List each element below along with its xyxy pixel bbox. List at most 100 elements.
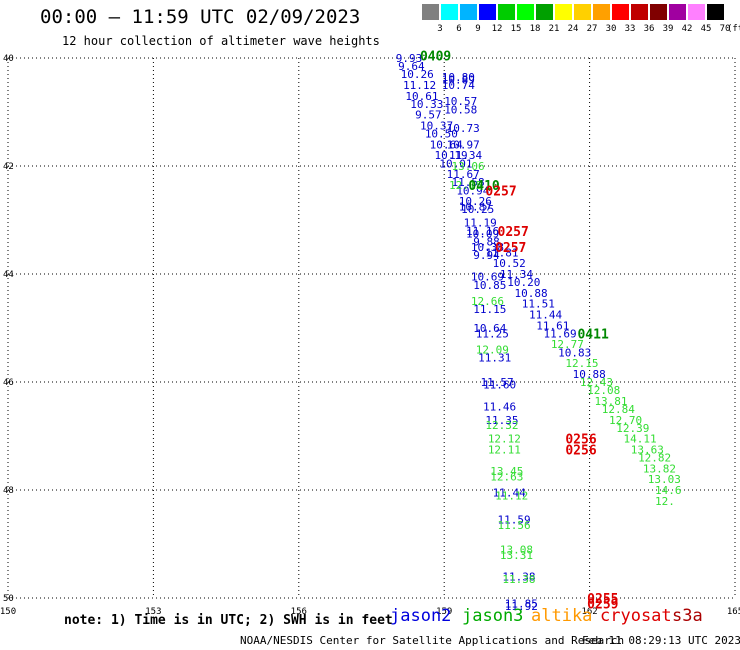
wave-height-label: 10.57 (444, 95, 477, 108)
wave-height-label: 10.50 (425, 128, 458, 141)
pass-time-label: 0411 (577, 327, 608, 342)
wave-height-label: 10.85 (473, 279, 506, 292)
wave-height-label: 10.94 (456, 184, 489, 197)
wave-height-label: 10.83 (558, 346, 591, 359)
wave-height-label: 11.34 (449, 149, 482, 162)
wave-height-label: 13.08 (500, 543, 533, 556)
wave-height-label: 10.26 (401, 68, 434, 81)
wave-height-label: 9.94 (473, 249, 500, 262)
scale-label: 36 (643, 24, 655, 34)
scale-swatch (707, 4, 724, 20)
wave-height-label: 10.26 (459, 195, 492, 208)
scale-swatch (517, 4, 534, 20)
wave-height-label: 11.69 (544, 327, 577, 340)
wave-height-label: 12.15 (449, 179, 482, 192)
wave-height-label: 11.31 (478, 352, 511, 365)
wave-height-label: 9.57 (415, 109, 442, 122)
wave-height-label: 12.43 (580, 376, 613, 389)
wave-height-label: 10.89 (442, 74, 475, 87)
pass-time-label: 0257 (495, 241, 526, 256)
scale-swatch (688, 4, 705, 20)
wave-height-label: 13.82 (643, 462, 676, 475)
scale-label: 21 (548, 24, 560, 34)
scale-swatch (422, 4, 439, 20)
wave-height-label: 11.25 (476, 327, 509, 340)
wave-height-label: 11.16 (466, 225, 499, 238)
scale-swatch (498, 4, 515, 20)
lat-tick-label: 44 (3, 270, 14, 280)
wave-height-label: 12.32 (485, 419, 518, 432)
lat-tick-label: 42 (3, 162, 14, 172)
legend-s3a: s3a (672, 606, 703, 626)
legend-altika: altika (531, 606, 593, 626)
wave-height-label: 10.58 (444, 103, 477, 116)
scale-swatch (536, 4, 553, 20)
wave-height-label: 11.61 (536, 319, 569, 332)
scale-label: 70 (719, 24, 731, 34)
wave-height-label: 12.70 (609, 414, 642, 427)
wave-height-label: 12.82 (638, 452, 671, 465)
wave-height-label: 13.06 (451, 160, 484, 173)
wave-height-label: 11.60 (483, 379, 516, 392)
lon-tick-label: 162 (581, 607, 597, 617)
wave-height-label: 12.09 (476, 344, 509, 357)
lon-tick-label: 156 (291, 607, 307, 617)
legend-cryosat: cryosat (600, 606, 672, 626)
wave-height-label: 11.46 (483, 400, 516, 413)
wave-height-label: 11.92 (505, 600, 538, 613)
wave-height-label: 11.12 (403, 79, 436, 92)
wave-height-label: 9.64 (398, 60, 425, 73)
wave-height-label: 10.64 (430, 138, 463, 151)
wave-height-label: 10.01 (439, 157, 472, 170)
wave-height-label: 13.31 (500, 549, 533, 562)
wave-height-label: 14.6 (655, 484, 682, 497)
scale-label: 18 (529, 24, 541, 34)
footer-timestamp: Feb 11 08:29:13 UTC 2023 (582, 634, 740, 647)
wave-height-label: 13.45 (490, 465, 523, 478)
wave-height-label: 12.11 (488, 444, 521, 457)
wave-height-label: 12.08 (587, 384, 620, 397)
lon-tick-label: 165 (727, 607, 740, 617)
wave-height-label: 10.73 (447, 122, 480, 135)
scale-swatch (441, 4, 458, 20)
legend-jason2: jason2 (390, 606, 452, 626)
wave-height-label: 11.35 (485, 414, 518, 427)
wave-height-label: 10.88 (573, 368, 606, 381)
wave-height-label: 14.11 (624, 433, 657, 446)
wave-height-label: 10.88 (514, 287, 547, 300)
wave-height-label: 10.64 (473, 322, 506, 335)
scale-swatch (612, 4, 629, 20)
wave-height-label: 12.63 (490, 471, 523, 484)
wave-height-label: 12.15 (565, 357, 598, 370)
wave-height-label: 11.38 (502, 570, 535, 583)
pass-time-label: 0255 (587, 592, 618, 607)
wave-height-label: 10.80 (442, 71, 475, 84)
wave-height-label: 11.85 (505, 597, 538, 610)
scale-unit: (ft) (727, 24, 740, 34)
wave-height-label: 10.09 (466, 228, 499, 241)
wave-height-label: 10.97 (447, 138, 480, 151)
wave-height-label: 11.56 (498, 519, 531, 532)
wave-height-label: 11.57 (481, 376, 514, 389)
wave-height-label: 12.12 (488, 433, 521, 446)
lon-tick-label: 153 (145, 607, 161, 617)
wave-height-label: 11.38 (502, 573, 535, 586)
pass-time-label: 0409 (420, 49, 451, 64)
pass-time-label: 0259 (587, 597, 618, 612)
wave-height-label: 9.93 (396, 52, 423, 65)
wave-height-label: 10.25 (461, 203, 494, 216)
pass-time-label: 0257 (498, 225, 529, 240)
wave-height-label: 10.61 (405, 90, 438, 103)
pass-time-label: 0256 (565, 444, 596, 459)
scale-swatch (669, 4, 686, 20)
scale-swatch (631, 4, 648, 20)
wave-height-label: 10.52 (493, 257, 526, 270)
scale-label: 42 (681, 24, 693, 34)
scale-swatch (650, 4, 667, 20)
wave-height-label: 10.69 (471, 271, 504, 284)
scale-label: 27 (586, 24, 598, 34)
note-text: note: 1) Time is in UTC; 2) SWH is in fe… (64, 613, 393, 628)
wave-height-label: 10.74 (442, 79, 475, 92)
